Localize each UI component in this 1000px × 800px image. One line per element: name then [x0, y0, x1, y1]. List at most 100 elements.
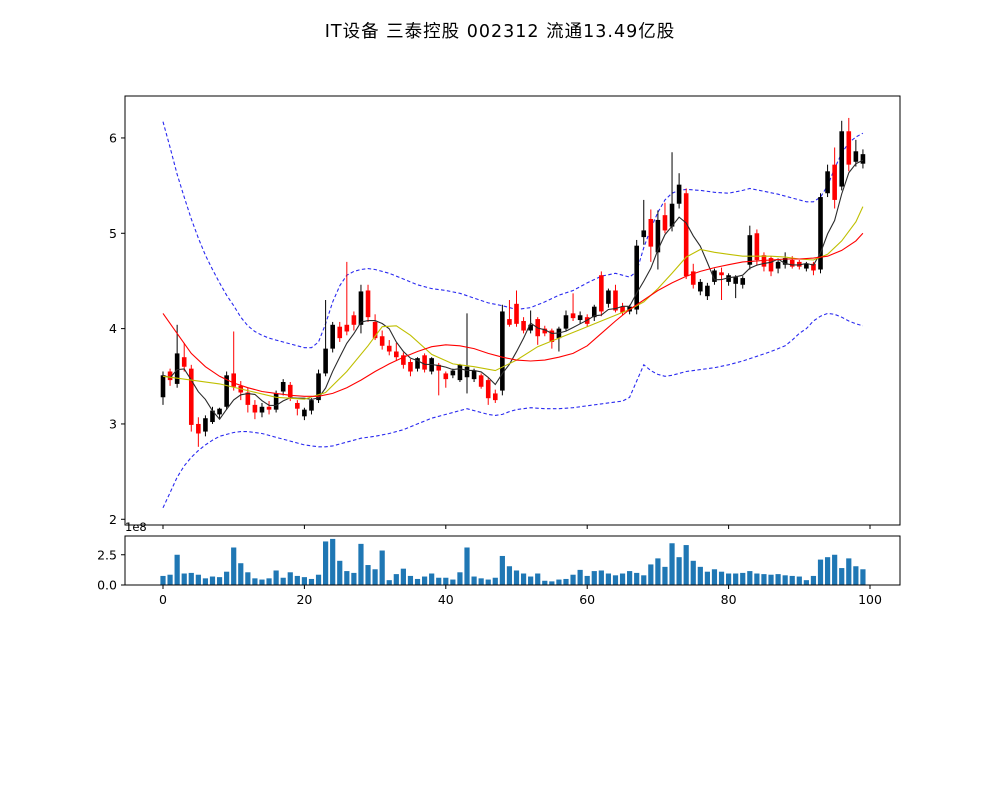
volume-bar [846, 558, 852, 585]
chart-title: IT设备 三泰控股 002312 流通13.49亿股 [324, 22, 676, 42]
candle-body [690, 271, 696, 285]
candle [492, 389, 498, 403]
y-tick-label: 2.5 [97, 547, 117, 562]
candle [210, 406, 215, 424]
candle [669, 152, 675, 232]
volume-bar [535, 573, 541, 585]
candle [726, 273, 731, 286]
volume-bar [238, 563, 244, 585]
volume-bar [605, 573, 612, 585]
volume-bar [450, 579, 456, 585]
candle [217, 407, 222, 420]
candle [570, 293, 576, 321]
candle [344, 261, 350, 336]
volume-bar [676, 557, 682, 585]
candle-body [648, 218, 654, 247]
candle [231, 331, 236, 391]
volume-bar [351, 572, 357, 585]
candle [747, 225, 753, 270]
candle-body [683, 193, 689, 277]
volume-bar [648, 564, 654, 585]
volume-bar [619, 573, 626, 585]
candle-body [846, 131, 852, 165]
candle-body [457, 364, 463, 381]
volume-bar [478, 578, 484, 585]
volume-bar [733, 573, 739, 585]
candle-body [478, 375, 484, 387]
y-tick-label: 0.0 [97, 578, 117, 593]
candle [754, 229, 760, 266]
volume-bar [860, 569, 866, 585]
candle-body [337, 326, 343, 339]
candle [662, 202, 668, 234]
volume-bar [181, 573, 187, 585]
candle [203, 415, 208, 437]
candle-body [754, 233, 760, 260]
candle-body [599, 275, 604, 312]
candle [521, 317, 526, 334]
y-tick-label: 4 [109, 321, 117, 336]
candle [542, 325, 548, 337]
candle [485, 378, 491, 405]
candle-body [408, 361, 413, 372]
candle-body [613, 290, 618, 311]
candle-body [167, 371, 173, 381]
candle-body [471, 370, 477, 380]
ma-mid-line [162, 206, 864, 400]
candle [775, 259, 781, 274]
volume-bar [245, 572, 251, 585]
candle-body [372, 321, 378, 339]
candle [181, 342, 187, 372]
candle-body [252, 404, 258, 413]
candle-body [620, 306, 625, 313]
volume-bar [810, 575, 817, 585]
volume-bar [167, 574, 173, 585]
x-tick-label: 80 [721, 592, 737, 607]
volume-bar [393, 574, 399, 585]
candle [698, 279, 703, 296]
volume-bar [754, 573, 760, 585]
volume-bar [209, 576, 216, 585]
candle-body [577, 315, 583, 321]
candle [273, 390, 279, 413]
bollinger-upper-band [162, 121, 864, 349]
candle [535, 317, 541, 345]
y-tick-label: 2 [109, 512, 117, 527]
candle [860, 149, 866, 169]
candle-body [860, 154, 866, 164]
candle [436, 362, 442, 396]
candle-body [669, 203, 675, 227]
volume-bar [556, 579, 562, 585]
candle-body [217, 408, 222, 415]
candle-body [606, 290, 611, 304]
volume-bar [853, 566, 859, 585]
candle [613, 284, 618, 313]
volume-bar [464, 547, 470, 585]
candle [252, 400, 258, 420]
candle [330, 321, 335, 353]
candle [811, 261, 816, 276]
candle-body [733, 277, 738, 284]
candle-body [379, 336, 385, 346]
volume-bar [669, 543, 675, 585]
volume-bar [513, 570, 520, 585]
candle [302, 407, 307, 421]
candles [160, 117, 866, 447]
volume-bar [400, 568, 406, 585]
candle-body [549, 330, 555, 342]
candle [160, 371, 166, 405]
candle-body [302, 409, 307, 417]
x-tick-label: 40 [438, 592, 454, 607]
volume-bar [598, 570, 604, 585]
candle-body [450, 370, 456, 376]
candle-body [747, 235, 753, 265]
volume-bar [231, 547, 237, 585]
candle [853, 139, 859, 167]
candle-body [804, 263, 809, 269]
candle [337, 321, 343, 342]
y-tick-label: 3 [109, 416, 117, 431]
candle [634, 239, 639, 315]
candle-body [825, 171, 830, 194]
candle-body [832, 164, 837, 200]
